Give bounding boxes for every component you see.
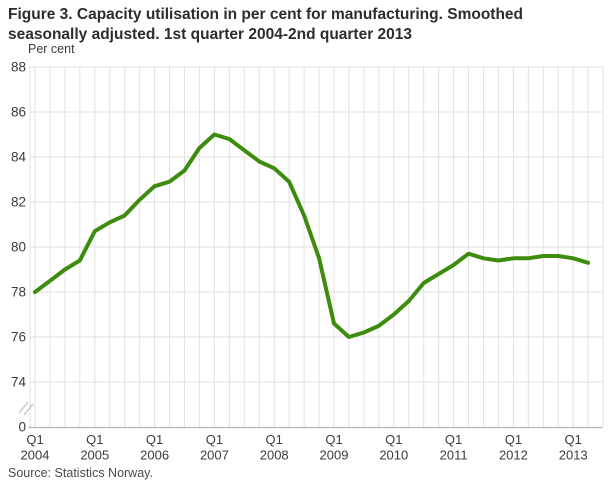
figure-title: Figure 3. Capacity utilisation in per ce… [8, 5, 604, 45]
x-tick-quarter-label: Q1 [505, 432, 522, 447]
x-tick-quarter-label: Q1 [565, 432, 582, 447]
x-tick-quarter-label: Q1 [206, 432, 223, 447]
y-tick-label: 82 [11, 195, 26, 210]
axis-break-icon [18, 401, 34, 416]
data-series [33, 132, 591, 339]
x-tick-quarter-label: Q1 [325, 432, 342, 447]
x-tick-quarter-label: Q1 [385, 432, 402, 447]
x-tick-quarter-label: Q1 [445, 432, 462, 447]
axis-tick-labels: 88868482807876740Q12004Q12005Q12006Q1200… [11, 60, 588, 463]
x-tick-year-label: 2011 [440, 448, 468, 463]
x-tick-year-label: 2005 [80, 448, 109, 463]
y-tick-label: 88 [11, 60, 26, 75]
x-tick-quarter-label: Q1 [86, 432, 103, 447]
x-tick-year-label: 2007 [200, 448, 229, 463]
y-tick-label: 74 [11, 375, 27, 390]
figure-title-line2: seasonally adjusted. 1st quarter 2004-2n… [8, 25, 413, 43]
x-tick-year-label: 2009 [320, 448, 349, 463]
capacity-utilisation-line [33, 132, 591, 339]
x-tick-quarter-label: Q1 [146, 432, 163, 447]
gridlines [28, 66, 604, 429]
source-note: Source: Statistics Norway. [8, 466, 153, 480]
y-tick-label: 76 [11, 330, 26, 345]
x-tick-year-label: 2004 [21, 448, 50, 463]
y-tick-label: 86 [11, 105, 26, 120]
y-base-tick-label: 0 [18, 420, 26, 435]
y-axis-unit-label: Per cent [28, 42, 75, 56]
x-tick-year-label: 2010 [379, 448, 408, 463]
x-tick-quarter-label: Q1 [26, 432, 43, 447]
y-tick-label: 84 [11, 150, 27, 165]
x-tick-year-label: 2013 [559, 448, 588, 463]
y-tick-label: 80 [11, 240, 26, 255]
x-tick-year-label: 2006 [140, 448, 169, 463]
y-tick-label: 78 [11, 285, 26, 300]
x-tick-quarter-label: Q1 [266, 432, 283, 447]
figure-title-line1: Figure 3. Capacity utilisation in per ce… [8, 6, 524, 23]
x-tick-year-label: 2012 [499, 448, 528, 463]
x-tick-year-label: 2008 [260, 448, 289, 463]
